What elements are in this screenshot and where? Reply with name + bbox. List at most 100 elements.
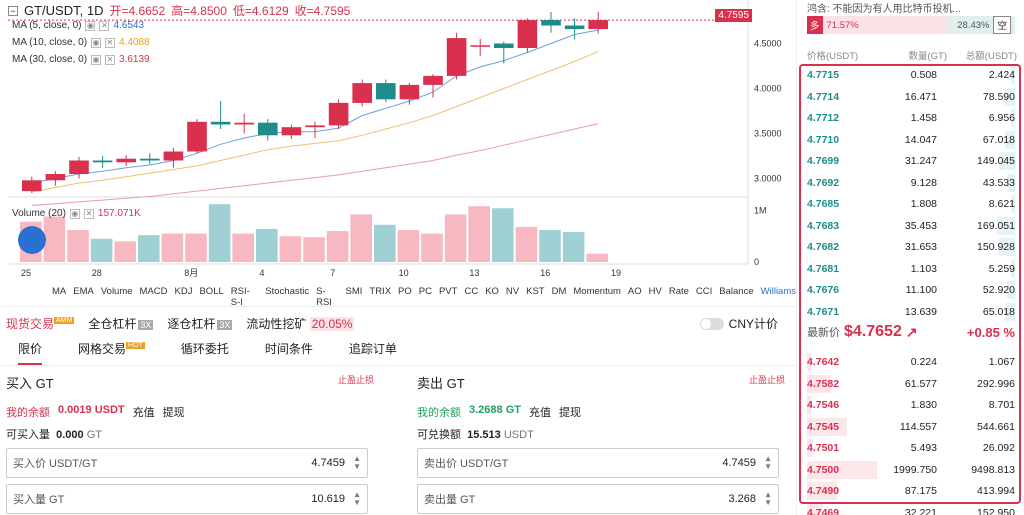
indicator-trix[interactable]: TRIX	[369, 286, 392, 297]
depth-bar	[1005, 130, 1015, 149]
eye-icon[interactable]: ◉	[91, 54, 102, 65]
x-tick-label: 25	[21, 268, 31, 278]
eye-icon[interactable]: ◉	[91, 37, 102, 48]
ask-amount: 1.808	[910, 198, 937, 210]
ask-row[interactable]: 4.7676 11.100 52.920	[807, 281, 1015, 299]
ask-row[interactable]: 4.7710 14.047 67.018	[807, 130, 1015, 149]
ask-total: 149.045	[977, 155, 1015, 167]
indicator-macd[interactable]: MACD	[139, 286, 168, 297]
cny-toggle[interactable]: CNY计价	[699, 315, 778, 332]
indicator-rate[interactable]: Rate	[668, 286, 689, 297]
bid-row[interactable]: 4.7490 87.175 413.994	[807, 482, 1015, 500]
candle-body	[494, 43, 514, 48]
indicator-s-rsi[interactable]: S-RSI	[316, 286, 332, 308]
tab-trailing[interactable]: 追踪订单	[348, 342, 397, 356]
ask-price: 4.7710	[807, 133, 840, 146]
indicator-ko[interactable]: KO	[485, 286, 499, 297]
indicator-volume[interactable]: Volume	[100, 286, 133, 297]
indicator-kst[interactable]: KST	[526, 286, 545, 297]
mode-spot[interactable]: 现货交易 AMM	[6, 317, 75, 331]
bid-row[interactable]: 4.7500 1999.750 9498.813	[807, 460, 1015, 479]
ask-row[interactable]: 4.7682 31.653 150.928	[807, 238, 1015, 256]
ask-total: 52.920	[982, 284, 1015, 296]
indicator-cci[interactable]: CCI	[695, 286, 713, 297]
close-icon[interactable]: ✕	[99, 20, 110, 31]
open-value: 开=4.6652	[109, 4, 166, 18]
ask-row[interactable]: 4.7681 1.103 5.259	[807, 259, 1015, 278]
bid-amount: 1999.750	[893, 463, 937, 476]
ask-row[interactable]: 4.7699 31.247 149.045	[807, 152, 1015, 170]
indicator-momentum[interactable]: Momentum	[573, 286, 621, 297]
ask-price: 4.7685	[807, 198, 840, 210]
tab-limit[interactable]: 限价	[18, 337, 43, 365]
ask-row[interactable]: 4.7715 0.508 2.424	[807, 66, 1015, 84]
candle-body	[376, 83, 396, 100]
indicator-smi[interactable]: SMI	[345, 286, 363, 297]
tab-time[interactable]: 时间条件	[264, 342, 313, 356]
close-icon[interactable]: ✕	[105, 54, 116, 65]
bid-price: 4.7501	[807, 442, 840, 454]
tab-loop[interactable]: 循环委托	[180, 342, 229, 356]
candle-body	[564, 25, 585, 30]
ask-row[interactable]: 4.7671 13.639 65.018	[807, 302, 1015, 321]
mode-isolated-margin[interactable]: 逐仓杠杆 3X	[167, 317, 233, 331]
sell-balance: 我的余额 3.2688 GT 充值 提现	[417, 404, 581, 419]
indicator-hv[interactable]: HV	[648, 286, 662, 297]
indicator-pc[interactable]: PC	[418, 286, 432, 297]
indicator-dm[interactable]: DM	[551, 286, 567, 297]
ask-row[interactable]: 4.7685 1.808 8.621	[807, 195, 1015, 213]
buy-withdraw-link[interactable]: 提现	[162, 407, 185, 419]
eye-icon[interactable]: ◉	[69, 208, 80, 219]
close-icon[interactable]: ✕	[105, 37, 116, 48]
indicator-kdj[interactable]: KDJ	[174, 286, 193, 297]
buy-stop-link[interactable]: 止盈止损	[337, 375, 374, 385]
ask-row[interactable]: 4.7712 1.458 6.956	[807, 109, 1015, 127]
ask-price: 4.7712	[807, 112, 840, 124]
bid-row[interactable]: 4.7545 114.557 544.661	[807, 417, 1015, 436]
toggle-switch[interactable]	[699, 317, 724, 330]
buy-price-input[interactable]: 买入价 USDT/GT 4.7459 ▲ ▼	[6, 448, 368, 478]
candlestick-chart-svg[interactable]: 4.5000 4.0000 3.5000 3.0000 1M 0 25 28 8月 4 7 10 13 1…	[0, 0, 796, 300]
buy-deposit-link[interactable]: 充值	[132, 407, 155, 419]
sell-stop-link[interactable]: 止盈止损	[748, 375, 785, 385]
tab-grid[interactable]: 网格交易 HOT	[78, 342, 145, 356]
depth-bar	[1011, 109, 1015, 127]
price-chart[interactable]: 4.5000 4.0000 3.5000 3.0000 1M 0 25 28 8月 4 7 10 13 1…	[0, 0, 796, 308]
sell-withdraw-link[interactable]: 提现	[558, 407, 581, 419]
sell-deposit-link[interactable]: 充值	[528, 407, 551, 419]
sell-price-input[interactable]: 卖出价 USDT/GT 4.7459 ▲ ▼	[417, 448, 779, 478]
indicator-cc[interactable]: CC	[464, 286, 479, 297]
indicator-ema[interactable]: EMA	[73, 286, 94, 297]
close-icon[interactable]: ✕	[83, 208, 94, 219]
buy-amount-input[interactable]: 买入量 GT 10.619 ▲ ▼	[6, 484, 368, 514]
bid-row[interactable]: 4.7546 1.830 8.701	[807, 396, 1015, 414]
indicator-boll[interactable]: BOLL	[199, 286, 224, 297]
bid-row[interactable]: 4.7642 0.224 1.067	[807, 353, 1015, 371]
mode-cross-margin[interactable]: 全仓杠杆 3X	[88, 317, 154, 331]
mode-liquidity-mining[interactable]: 流动性挖矿 20.05%	[246, 317, 355, 331]
indicator-stochastic[interactable]: Stochastic	[265, 286, 310, 297]
indicator-pvt[interactable]: PVT	[438, 286, 458, 297]
indicator-ao[interactable]: AO	[627, 286, 642, 297]
collapse-icon[interactable]: −	[8, 5, 18, 16]
eye-icon[interactable]: ◉	[85, 20, 96, 31]
candle-body	[69, 160, 89, 174]
indicator-nv[interactable]: NV	[505, 286, 520, 297]
indicator-balance[interactable]: Balance	[719, 286, 754, 297]
sell-amount-input[interactable]: 卖出量 GT 3.268 ▲ ▼	[417, 484, 779, 514]
depth-bar	[807, 460, 877, 479]
indicator-po[interactable]: PO	[398, 286, 412, 297]
notice-marquee[interactable]: 鸿含: 不能因为有人用比特币投机...	[807, 4, 961, 15]
indicator-ma[interactable]: MA	[52, 286, 67, 297]
ask-row[interactable]: 4.7692 9.128 43.533	[807, 173, 1015, 192]
sell-title: 卖出 GT	[417, 376, 465, 391]
bid-row[interactable]: 4.7582 61.577 292.996	[807, 374, 1015, 393]
bid-row[interactable]: 4.7501 5.493 26.092	[807, 439, 1015, 457]
ask-row[interactable]: 4.7714 16.471 78.590	[807, 87, 1015, 106]
volume-bar	[374, 224, 396, 262]
candle-body	[305, 125, 325, 128]
indicator-rsi-s-i[interactable]: RSI-S-I	[230, 286, 250, 308]
ask-row[interactable]: 4.7683 35.453 169.051	[807, 216, 1015, 235]
bid-row[interactable]: 4.7469 32.221 152.950	[807, 503, 1015, 515]
indicator-williams[interactable]: Williams	[760, 286, 796, 297]
